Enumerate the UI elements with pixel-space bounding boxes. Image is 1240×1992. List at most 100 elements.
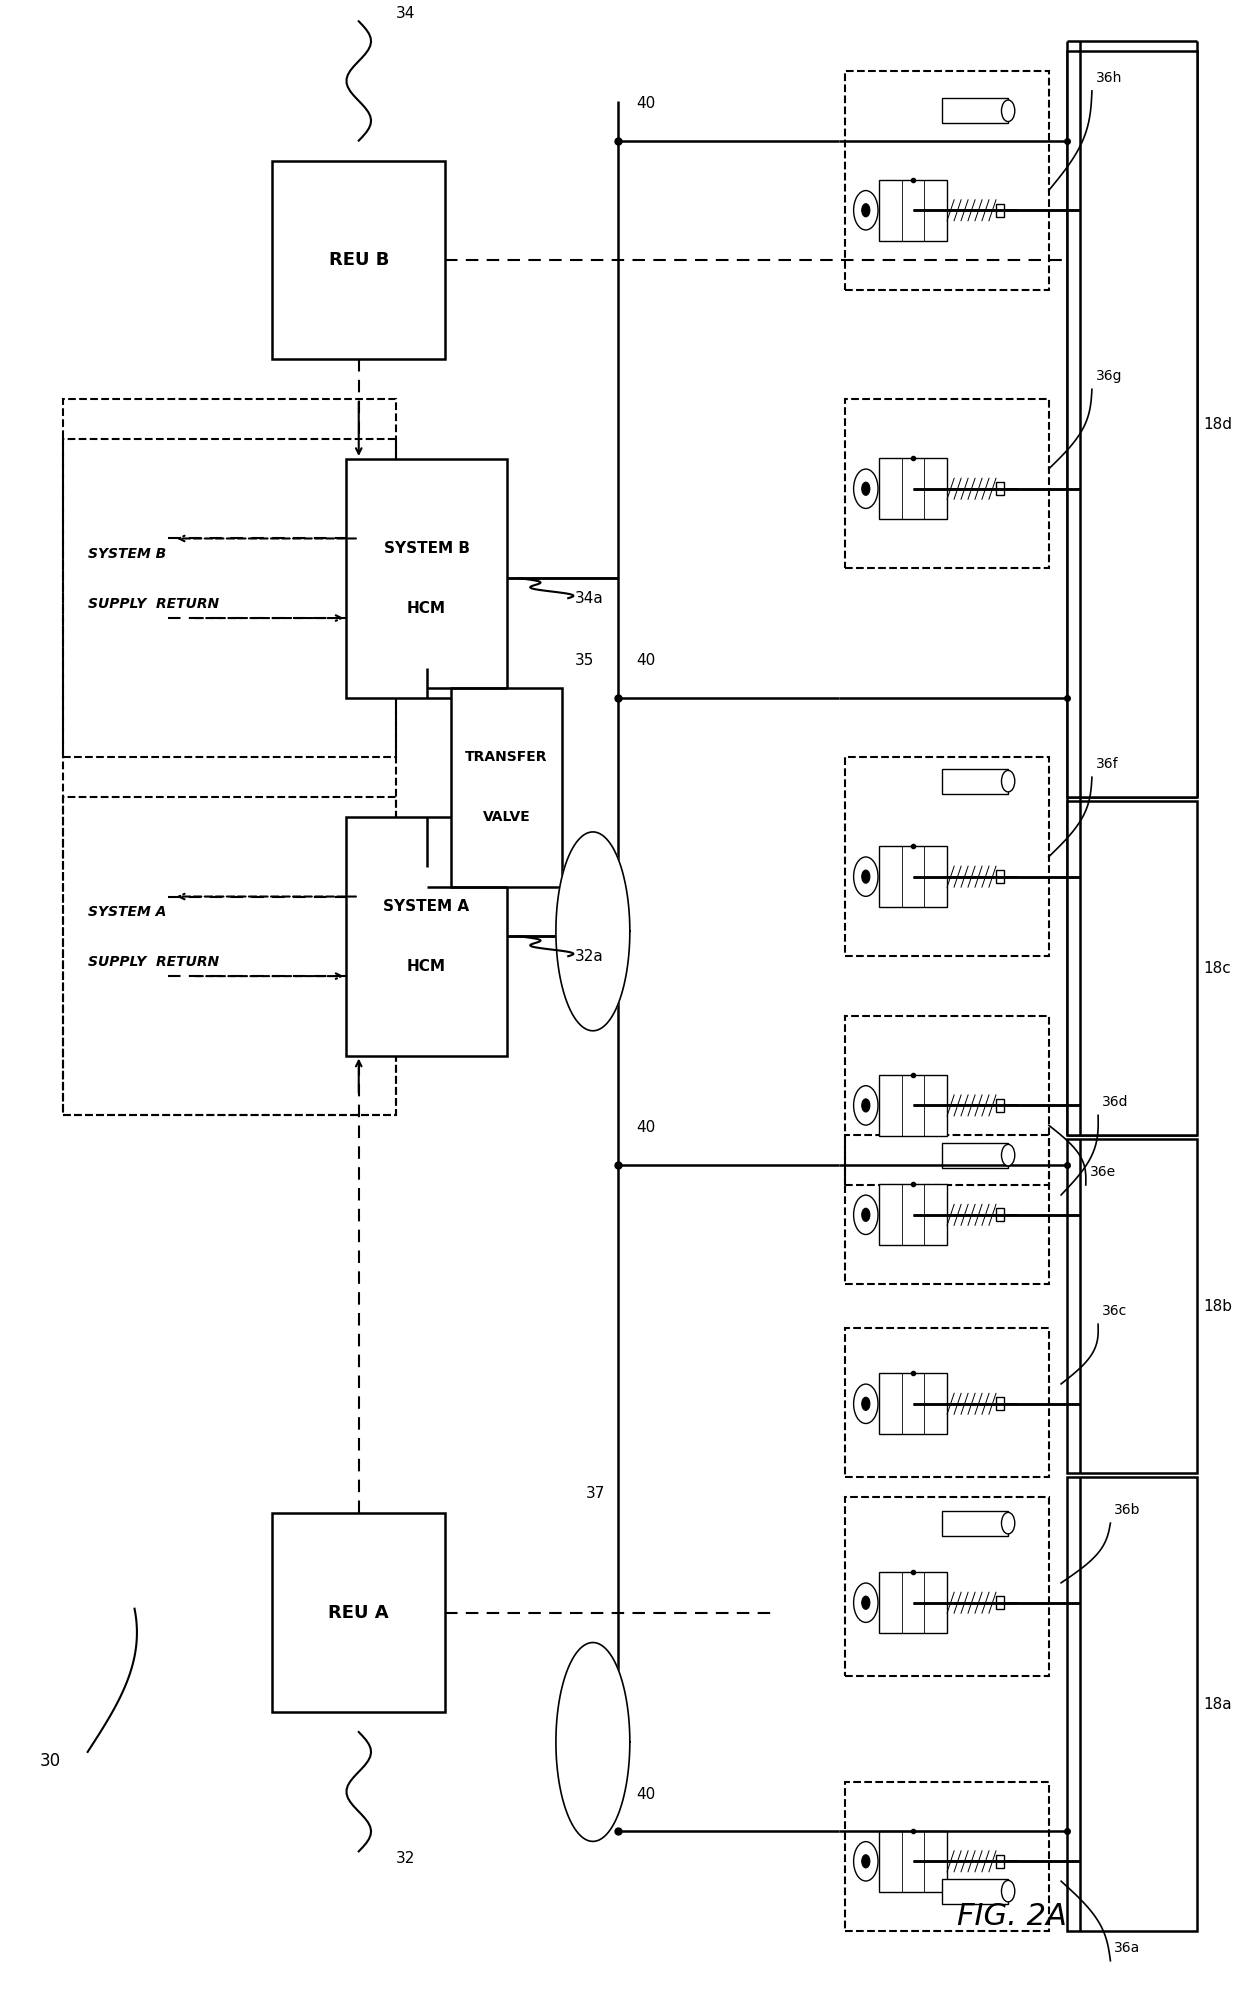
Bar <box>63 398 396 1116</box>
Circle shape <box>1002 100 1014 122</box>
Circle shape <box>853 191 878 229</box>
Circle shape <box>862 1855 870 1868</box>
Text: 18d: 18d <box>1203 416 1231 432</box>
Text: 40: 40 <box>636 653 655 667</box>
Text: 36h: 36h <box>1096 72 1122 86</box>
Bar <box>996 482 1004 496</box>
Bar <box>63 438 396 757</box>
Circle shape <box>853 1384 878 1424</box>
Bar <box>996 1596 1004 1610</box>
Circle shape <box>853 468 878 508</box>
Bar <box>846 72 1049 289</box>
Text: 34a: 34a <box>574 592 603 606</box>
Bar <box>1068 1139 1197 1474</box>
Bar <box>879 1372 947 1434</box>
Text: FIG. 2A: FIG. 2A <box>957 1902 1066 1930</box>
Text: HCM: HCM <box>407 602 446 616</box>
Bar <box>846 1016 1049 1185</box>
Bar <box>996 203 1004 217</box>
Text: SYSTEM A: SYSTEM A <box>383 898 470 914</box>
Bar <box>941 1143 1008 1167</box>
Text: 36c: 36c <box>1102 1305 1127 1319</box>
Circle shape <box>1002 771 1014 793</box>
Text: 36b: 36b <box>1114 1504 1141 1518</box>
Text: SYSTEM A: SYSTEM A <box>88 906 166 920</box>
Bar <box>879 1076 947 1135</box>
Bar <box>941 1510 1008 1536</box>
Bar <box>879 847 947 906</box>
Bar <box>451 687 562 886</box>
Circle shape <box>862 1396 870 1410</box>
Bar <box>879 179 947 241</box>
Text: 34: 34 <box>396 6 415 22</box>
Bar <box>346 817 507 1056</box>
Bar <box>1068 52 1197 797</box>
Text: 18a: 18a <box>1203 1697 1231 1711</box>
Bar <box>996 871 1004 882</box>
Bar <box>846 398 1049 568</box>
Circle shape <box>1002 1143 1014 1165</box>
Bar <box>941 1878 1008 1904</box>
Text: 36a: 36a <box>1114 1940 1141 1954</box>
Text: TRANSFER: TRANSFER <box>465 751 548 765</box>
Bar <box>1068 801 1197 1135</box>
Text: REU A: REU A <box>329 1604 389 1621</box>
Bar <box>346 458 507 697</box>
Bar <box>63 797 396 1116</box>
Bar <box>879 1831 947 1892</box>
Circle shape <box>862 1209 870 1221</box>
Circle shape <box>853 1843 878 1880</box>
Bar <box>879 1572 947 1633</box>
Text: SUPPLY  RETURN: SUPPLY RETURN <box>88 598 218 612</box>
Text: 18c: 18c <box>1203 960 1230 976</box>
Bar <box>273 161 445 359</box>
Text: 40: 40 <box>636 96 655 112</box>
Circle shape <box>862 1596 870 1610</box>
Text: 36g: 36g <box>1096 369 1122 382</box>
Bar <box>879 458 947 520</box>
Bar <box>996 1209 1004 1221</box>
Text: 30: 30 <box>40 1751 61 1771</box>
Circle shape <box>862 1100 870 1112</box>
Circle shape <box>853 1584 878 1621</box>
Bar <box>846 1329 1049 1478</box>
Circle shape <box>853 857 878 896</box>
Text: 40: 40 <box>636 1787 655 1801</box>
Circle shape <box>1002 1512 1014 1534</box>
Bar <box>941 98 1008 124</box>
Bar <box>846 1498 1049 1677</box>
Text: HCM: HCM <box>407 958 446 974</box>
Text: 36f: 36f <box>1096 757 1118 771</box>
Bar <box>996 1100 1004 1112</box>
Bar <box>996 1855 1004 1868</box>
Text: 35: 35 <box>574 653 594 667</box>
Bar <box>1068 1478 1197 1930</box>
Bar <box>879 1183 947 1245</box>
Text: 36d: 36d <box>1102 1096 1128 1110</box>
Circle shape <box>853 1086 878 1125</box>
Text: 18b: 18b <box>1203 1299 1231 1315</box>
Text: SYSTEM B: SYSTEM B <box>88 548 166 562</box>
Circle shape <box>862 871 870 882</box>
Polygon shape <box>556 833 630 1030</box>
Text: VALVE: VALVE <box>482 811 531 825</box>
Text: 32: 32 <box>396 1851 415 1867</box>
Circle shape <box>853 1195 878 1235</box>
Text: 40: 40 <box>636 1120 655 1135</box>
Bar <box>846 1135 1049 1285</box>
Text: 36e: 36e <box>1090 1165 1116 1179</box>
Circle shape <box>1002 1880 1014 1902</box>
Circle shape <box>862 482 870 496</box>
Bar <box>846 757 1049 956</box>
Text: SUPPLY  RETURN: SUPPLY RETURN <box>88 954 218 970</box>
Text: 37: 37 <box>585 1486 605 1500</box>
Text: REU B: REU B <box>329 251 389 269</box>
Bar <box>273 1514 445 1711</box>
Bar <box>941 769 1008 793</box>
Text: SYSTEM B: SYSTEM B <box>383 542 470 556</box>
Polygon shape <box>556 1643 630 1841</box>
Bar <box>846 1781 1049 1930</box>
Bar <box>996 1396 1004 1410</box>
Text: 32a: 32a <box>574 948 603 964</box>
Circle shape <box>862 203 870 217</box>
